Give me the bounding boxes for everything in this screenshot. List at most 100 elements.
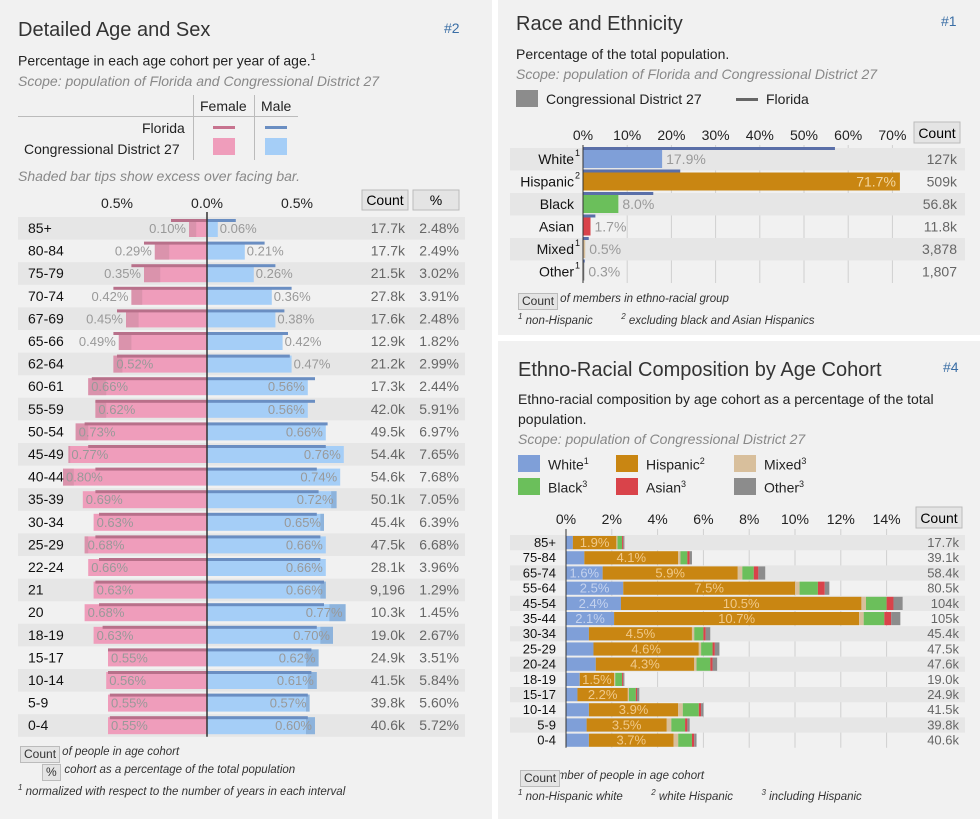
male-excess-tip — [306, 694, 310, 712]
male-excess-tip — [329, 604, 346, 622]
count-value: 42.0k — [371, 401, 406, 417]
cohort-segment-asian — [622, 536, 624, 550]
florida-female-line — [144, 241, 207, 245]
male-value-label: 0.70% — [293, 628, 330, 643]
cohort-hispanic-label: 1.5% — [582, 672, 612, 687]
male-value-label: 0.26% — [256, 266, 293, 281]
race-value-label: 8.0% — [622, 196, 654, 212]
cohort-segment-white — [566, 536, 573, 550]
race-value-label: 0.3% — [588, 264, 620, 280]
count-value: 21.5k — [371, 265, 406, 281]
cohort-legend-other-label: Other3 — [764, 479, 805, 496]
cohort-axis-tick: 10% — [781, 511, 809, 527]
cohort-segment-mixed — [859, 612, 864, 626]
male-bar — [207, 536, 326, 554]
cohort-segment-mixed — [861, 596, 866, 610]
male-bar — [207, 265, 254, 283]
race-category-label: Other — [539, 264, 574, 280]
male-value-label: 0.57% — [270, 696, 307, 711]
cohort-title: Ethno-Racial Composition by Age Cohort — [518, 359, 882, 381]
cohort-legend-white-swatch — [518, 455, 540, 472]
cohort-segment-mixed — [678, 551, 681, 565]
axis-tick-label: 0.5% — [101, 195, 133, 211]
cohort-segment-hispanic — [623, 581, 795, 595]
cohort-legend-black-label: Black3 — [548, 479, 588, 496]
male-value-label: 0.66% — [286, 560, 323, 575]
age-sex-panel-number[interactable]: #2 — [444, 20, 460, 36]
cohort-hispanic-label: 3.9% — [619, 702, 649, 717]
florida-male-line — [207, 332, 288, 335]
cohort-count-value: 80.5k — [927, 581, 959, 596]
male-bar — [207, 242, 245, 260]
count-legend-box: Count — [20, 746, 61, 763]
male-value-label: 0.42% — [285, 334, 322, 349]
race-count-value: 11.8k — [924, 219, 958, 235]
cohort-segment-white — [566, 703, 589, 717]
cohort-hispanic-label: 4.6% — [631, 641, 661, 656]
age-label: 15-17 — [28, 649, 64, 665]
race-florida-line — [583, 192, 654, 195]
female-bar — [93, 626, 207, 644]
florida-male-line — [207, 603, 324, 607]
male-value-label: 0.74% — [300, 470, 337, 485]
male-excess-tip — [306, 649, 319, 667]
cohort-segment-mixed — [673, 733, 679, 747]
race-count-value: 509k — [927, 174, 958, 190]
cohort-segment-mixed — [694, 657, 697, 671]
male-bar — [207, 513, 324, 531]
male-value-label: 0.47% — [294, 357, 331, 372]
cohort-age-label: 0-4 — [537, 733, 556, 748]
florida-male-line — [207, 286, 292, 290]
florida-male-line — [207, 535, 321, 539]
cohort-segment-other — [687, 718, 690, 732]
age-label: 35-39 — [28, 491, 64, 507]
race-panel-number[interactable]: #1 — [941, 13, 957, 29]
florida-female-line — [95, 467, 207, 471]
florida-male-line — [207, 580, 324, 584]
pct-header-box — [412, 189, 460, 211]
male-value-label: 0.76% — [304, 447, 341, 462]
race-axis-tick: 0% — [573, 127, 593, 143]
cohort-segment-other — [689, 551, 692, 565]
florida-female-line — [95, 580, 207, 584]
count-value: 17.3k — [371, 378, 406, 394]
cohort-count-value: 40.6k — [927, 733, 959, 748]
legend-district-female-swatch — [213, 138, 235, 155]
cohort-legend-hispanic-swatch — [616, 455, 638, 472]
cohort-age-label: 35-44 — [523, 611, 556, 626]
count-header: Count — [366, 192, 403, 208]
age-label: 75-79 — [28, 265, 64, 281]
pct-value: 2.49% — [419, 243, 459, 259]
cohort-segment-black — [682, 703, 699, 717]
cohort-count-value: 104k — [931, 596, 960, 611]
florida-male-line — [207, 490, 319, 494]
male-value-label: 0.06% — [220, 221, 257, 236]
female-value-label: 0.66% — [91, 560, 128, 575]
cohort-segment-white — [566, 566, 603, 580]
legend-district-male-swatch — [265, 138, 287, 155]
female-bar — [82, 491, 207, 509]
cohort-axis-tick: 8% — [739, 511, 759, 527]
race-count-value: 1,807 — [922, 264, 957, 280]
cohort-segment-hispanic — [584, 551, 679, 565]
female-value-label: 0.55% — [111, 696, 148, 711]
florida-female-line — [84, 422, 207, 426]
legend-male-header: Male — [261, 98, 292, 114]
race-count-header-box — [913, 121, 961, 144]
cohort-panel-number[interactable]: #4 — [943, 359, 959, 375]
cohort-segment-black — [617, 536, 623, 550]
cohort-hispanic-label: 10.5% — [723, 596, 760, 611]
cohort-segment-other — [694, 733, 697, 747]
age-sex-scope: Scope: population of Florida and Congres… — [18, 73, 380, 89]
race-axis-tick: 40% — [746, 127, 774, 143]
cohort-segment-white — [566, 718, 587, 732]
count-value: 9,196 — [370, 582, 405, 598]
age-sex-notes: Count number of people in age cohort — [20, 746, 180, 763]
female-bar — [93, 513, 207, 531]
pct-value: 7.65% — [419, 446, 459, 462]
count-value: 27.8k — [371, 288, 406, 304]
male-value-label: 0.65% — [284, 515, 321, 530]
cohort-subtitle-1: Ethno-racial composition by age cohort a… — [518, 391, 934, 407]
florida-female-line — [171, 219, 207, 222]
race-notes: Count number of members in ethno-racial … — [518, 293, 729, 310]
